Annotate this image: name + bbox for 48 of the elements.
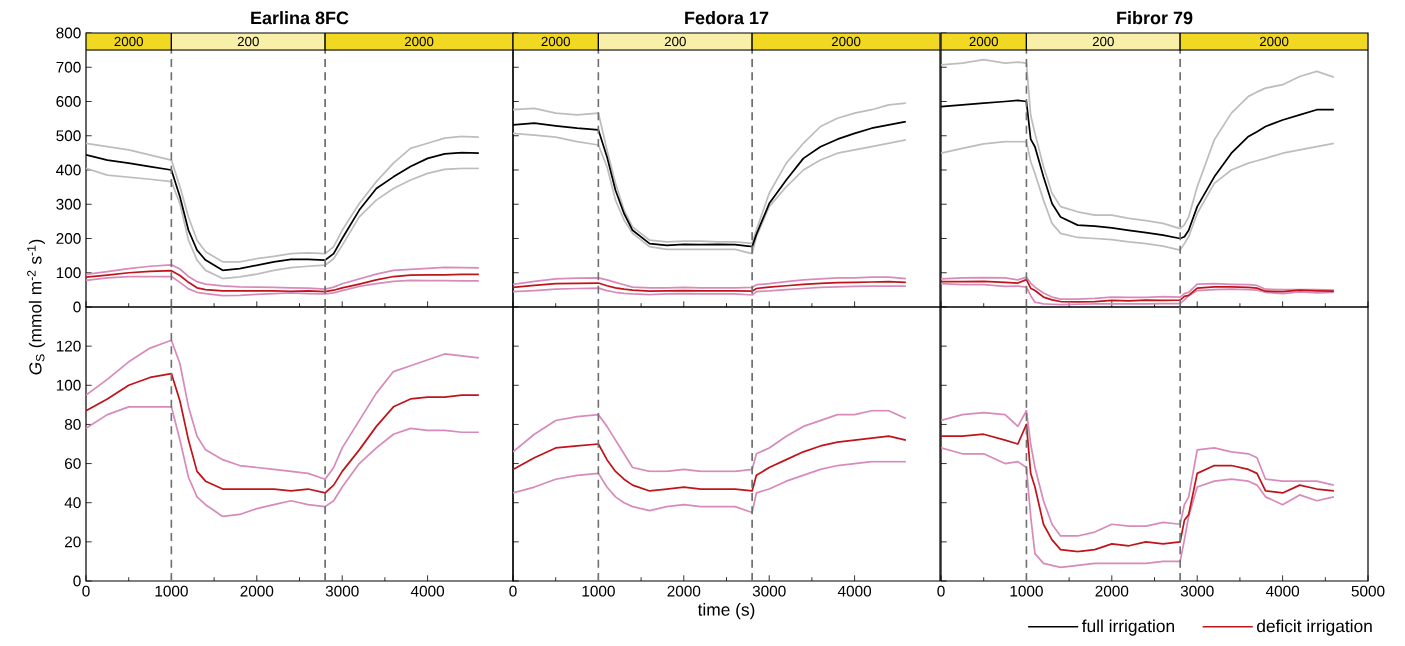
x-tick-label: 0 [937,585,945,597]
x-tick-label: 4000 [410,585,445,597]
legend-label: deficit irrigation [1257,619,1372,636]
band-label: 2000 [404,36,434,47]
y-tick-label: 0 [73,301,81,313]
y-axis-title: G$_{S}$ (mmol m$^{-2}$ s$^{-1}$) [27,239,45,375]
x-tick-label: 4000 [837,585,872,597]
y-tick-label: 700 [56,61,81,73]
y-tick-label: 200 [56,233,81,244]
chart-title: Fedora 17 [685,11,769,25]
x-tick-label: 1000 [582,585,615,597]
y-tick-label: 40 [64,497,81,509]
x-tick-label: 3000 [325,585,359,597]
x-axis-title: time (s) [697,603,755,620]
x-tick-label: 1000 [1010,585,1043,597]
x-tick-label: 2000 [667,585,701,597]
band-label: 2000 [541,36,571,47]
y-tick-label: 60 [65,458,81,469]
band-label: 200 [237,36,259,47]
x-tick-label: 5000 [1351,585,1385,597]
y-tick-label: 80 [64,419,81,430]
chart-title: Earlina 8FC [251,11,349,25]
band-label: 2000 [114,36,144,47]
y-tick-label: 400 [56,164,81,176]
y-tick-label: 100 [56,267,81,279]
x-tick-label: 2000 [240,585,274,597]
band-label: 200 [664,36,686,47]
y-tick-label: 500 [56,130,81,142]
y-tick-label: 120 [56,340,81,352]
band-label: 2000 [969,36,999,47]
x-tick-label: 0 [509,585,517,597]
band-label: 200 [1092,36,1114,47]
y-tick-label: 0 [73,575,81,587]
y-tick-label: 20 [65,536,81,548]
y-tick-label: 800 [56,27,81,39]
x-tick-label: 0 [82,585,90,597]
chart-title: Fibror 79 [1117,11,1193,25]
x-tick-label: 2000 [1095,585,1129,597]
band-label: 2000 [1259,36,1289,47]
x-tick-label: 3000 [752,585,786,597]
y-tick-label: 600 [56,96,81,107]
y-tick-label: 100 [56,379,81,391]
x-tick-label: 4000 [1265,585,1300,597]
y-tick-label: 300 [56,198,81,210]
x-tick-label: 1000 [155,585,188,597]
band-label: 2000 [831,36,861,47]
legend-label: full irrigation [1081,619,1174,636]
x-tick-label: 3000 [1180,585,1214,597]
